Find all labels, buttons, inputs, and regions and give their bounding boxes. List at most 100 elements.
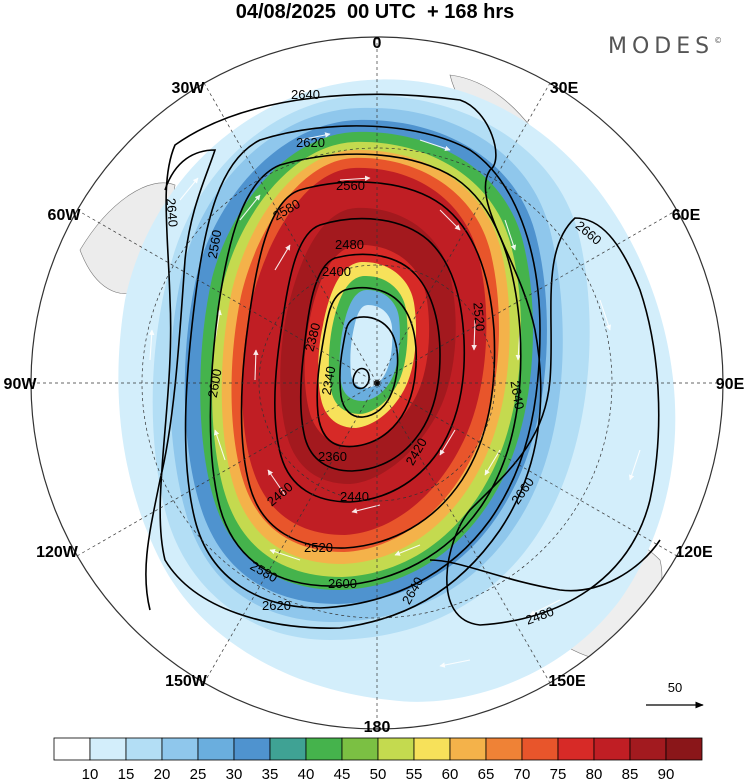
latitude-circle-inner: [258, 264, 496, 502]
colorbar-tick-label: 50: [370, 766, 387, 782]
contour-label: 2480: [335, 237, 364, 252]
wind-vector: [484, 449, 501, 476]
colorbar-swatch: [449, 737, 487, 761]
lon-label-150e: 150E: [548, 673, 586, 690]
contour-2480: [274, 217, 466, 503]
wind-vector: [253, 349, 259, 381]
modes-brand-logo: MODES©: [608, 34, 722, 59]
wind-vector-streamlines: [148, 132, 641, 668]
colorbar-tick-label: 25: [190, 766, 207, 782]
colorbar-tick-label: 40: [298, 766, 315, 782]
contour-label: 2600: [328, 576, 357, 591]
wind-vector: [599, 299, 612, 331]
colorbar-swatch: [557, 737, 595, 761]
lon-label-120w: 120W: [36, 544, 79, 561]
graticule: [31, 37, 723, 729]
meridian-120: [76, 209, 678, 557]
lon-label-60w: 60W: [48, 207, 82, 224]
colorbar-tick-label: 80: [586, 766, 603, 782]
colorbar-tick-label: 30: [226, 766, 243, 782]
wind-vector: [471, 319, 477, 351]
contour-2640-western: [145, 149, 217, 611]
wind-vector: [179, 177, 199, 201]
wind-vector: [299, 132, 331, 141]
colorbar-tick-label: 45: [334, 766, 351, 782]
colorbar-swatch: [233, 737, 271, 761]
colorbar-swatch: [377, 737, 415, 761]
colorbar-swatch: [197, 737, 235, 761]
colorbar-tick-label: 90: [658, 766, 675, 782]
lon-label-30e: 30E: [550, 80, 579, 97]
contour-2640-outer: [159, 93, 542, 629]
contour-label: 2380: [301, 321, 323, 353]
colorbar-tick-label: 20: [154, 766, 171, 782]
colorbar-tick-label: 35: [262, 766, 279, 782]
south-pole-marker: [374, 380, 380, 386]
colorbar-swatch: [269, 737, 307, 761]
wind-vector: [394, 544, 421, 556]
colorbar-swatch: [521, 737, 559, 761]
brand-text: MODES: [608, 34, 715, 59]
colorbar-tick-label: 85: [622, 766, 639, 782]
lon-label-60e: 60E: [672, 207, 701, 224]
contour-label: 2620: [262, 598, 291, 613]
colorbar-swatch: [53, 737, 91, 761]
contour-2620: [184, 125, 541, 609]
wind-vector: [419, 139, 451, 152]
wind-vector: [504, 219, 517, 251]
map-title: 04/08/2025 00 UTC + 168 hrs: [235, 1, 515, 23]
contour-label: 2600: [205, 368, 225, 399]
colorbar-tick-label: 65: [478, 766, 495, 782]
contour-label: 2640: [291, 87, 320, 102]
lon-label-0: 0: [373, 35, 382, 52]
colorbar-swatch: [125, 737, 163, 761]
contour-label: 2400: [322, 264, 351, 279]
colorbar: 10 15 20 25 30 35 40 45 50 55 60 65 70 75 80 85 90: [53, 737, 703, 782]
contour-2420: [299, 253, 441, 472]
lon-label-90w: 90W: [4, 376, 38, 393]
lon-label-180: 180: [364, 719, 391, 736]
colorbar-swatch: [161, 737, 199, 761]
contour-2560: [240, 181, 496, 549]
contour-label: 2440: [340, 489, 369, 504]
wind-vector: [213, 429, 226, 461]
latitude-circle-middle: [141, 147, 613, 619]
colorbar-swatch: [665, 737, 703, 761]
map-frame: [30, 36, 724, 730]
wind-vector: [529, 599, 561, 616]
colorbar-tick-label: 60: [442, 766, 459, 782]
vector-reference-value: 50: [668, 680, 682, 695]
contour-label: 2640: [163, 197, 180, 227]
colorbar-swatch: [593, 737, 631, 761]
colorbar-tick-label: 75: [550, 766, 567, 782]
wind-vector: [269, 548, 301, 561]
lon-label-120e: 120E: [675, 544, 713, 561]
colorbar-swatch: [305, 737, 343, 761]
wind-vector: [628, 449, 641, 481]
wind-vector: [439, 659, 471, 668]
contour-label: 2520: [304, 540, 333, 555]
meridian-60: [76, 209, 678, 557]
contour-label: 2360: [318, 449, 347, 464]
contour-2660-southeast: [429, 539, 661, 592]
wind-vector: [439, 429, 456, 456]
wind-vector: [267, 469, 286, 496]
wind-vector: [274, 244, 291, 271]
wind-vector: [351, 504, 381, 514]
height-contours: [145, 93, 661, 629]
contour-label: 2640: [507, 379, 527, 410]
contour-2660: [446, 217, 660, 626]
colorbar-swatch: [89, 737, 127, 761]
wind-vector: [339, 175, 371, 182]
meridian-30: [203, 82, 551, 684]
wind-vector: [148, 329, 155, 361]
vector-reference: 50: [646, 680, 704, 709]
lon-label-30w: 30W: [172, 80, 206, 97]
lon-label-90e: 90E: [716, 376, 745, 393]
colorbar-swatch: [341, 737, 379, 761]
lon-label-150w: 150W: [165, 673, 208, 690]
contour-2600: [209, 153, 522, 587]
contour-label: 2340: [319, 365, 339, 396]
